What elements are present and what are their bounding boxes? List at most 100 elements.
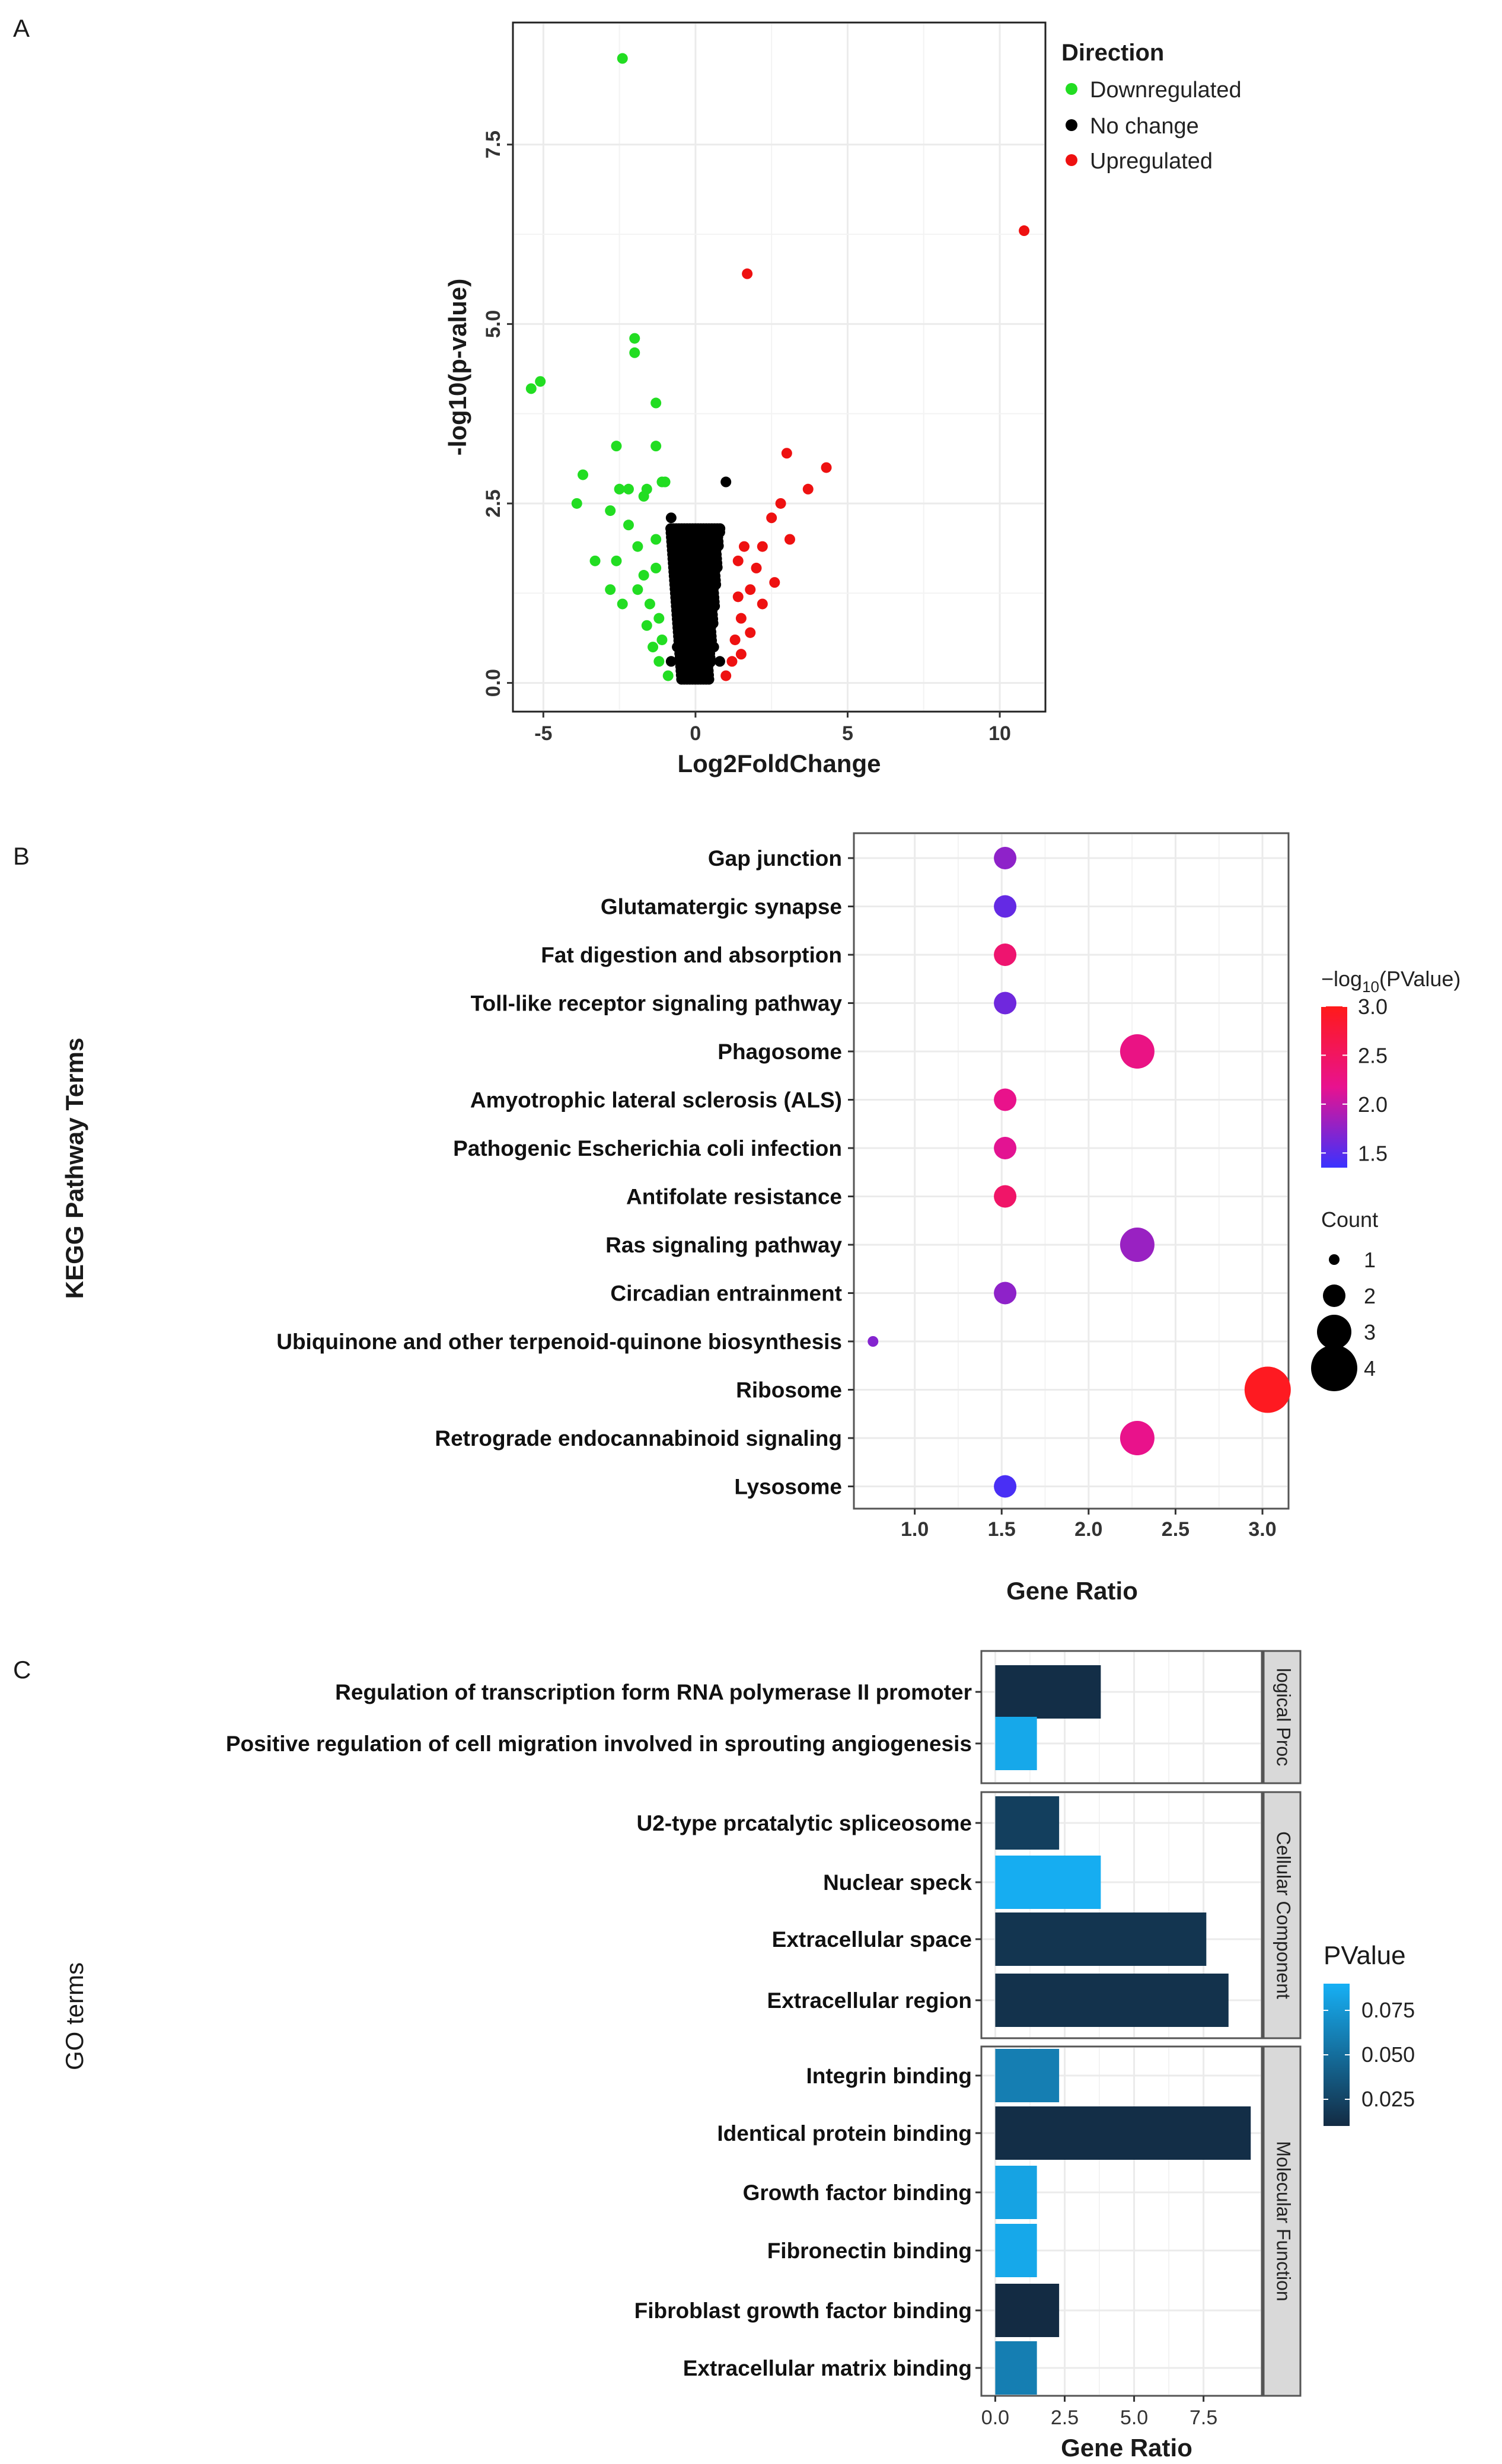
volcano-point-none [684,642,695,653]
go-bar [995,2284,1060,2337]
kegg-dot [1120,1228,1155,1262]
volcano-point-up [745,584,756,595]
go-bar [995,2224,1037,2277]
volcano-point-down [656,634,668,645]
legend-key-no-change [1066,119,1077,131]
kegg-term-label: Phagosome [717,1040,842,1064]
go-bar-chart: logical Proc Regulation of transcription … [60,1650,1415,2462]
volcano-point-none [690,671,701,683]
kegg-dot [994,1088,1017,1111]
volcano-point-down [662,670,674,681]
volcano-point-down [605,584,616,595]
go-term-label: Extracellular matrix binding [683,2356,972,2380]
kegg-term-label: Ribosome [736,1378,842,1402]
go-bar [995,2166,1037,2219]
volcano-point-down [638,570,649,581]
volcano-x-tick-label: 0 [690,722,701,745]
panel-letter-a: A [13,14,30,42]
kegg-color-legend-title: −log10(PValue) [1321,967,1460,996]
volcano-point-up [1019,225,1030,237]
legend-label-downregulated: Downregulated [1090,78,1242,103]
volcano-point-down [653,656,665,667]
kegg-dot [1244,1366,1291,1413]
volcano-point-none [678,598,689,610]
kegg-color-legend-title-sub: 10 [1362,978,1379,996]
panel-letter-c: C [13,1656,31,1684]
kegg-x-tick-label: 1.0 [901,1518,929,1541]
go-term-label: Positive regulation of cell migration in… [226,1732,972,1756]
kegg-dot [1120,1421,1155,1455]
go-color-tick-label: 0.050 [1361,2042,1415,2067]
volcano-point-down [525,383,537,394]
count-legend-label: 3 [1364,1320,1376,1344]
volcano-point-none [714,656,725,667]
kegg-dot [1120,1034,1155,1069]
go-term-label: Integrin binding [806,2064,972,2088]
go-color-tick-label: 0.025 [1361,2087,1415,2111]
volcano-point-none [665,656,677,667]
kegg-color-legend-title-suffix: (PValue) [1379,967,1460,991]
kegg-term-label: Antifolate resistance [626,1185,842,1209]
volcano-point-down [578,469,589,480]
count-legend-key [1323,1284,1345,1307]
go-facet-panel [980,2045,1263,2397]
kegg-term-label: Ras signaling pathway [605,1233,842,1257]
go-bar [995,1912,1207,1966]
count-legend-title: Count [1321,1207,1378,1232]
volcano-grid [514,24,1044,710]
volcano-point-up [726,656,738,667]
volcano-point-down [623,519,634,531]
volcano-point-none [668,534,680,545]
kegg-dot [994,847,1017,869]
volcano-point-down [650,562,662,573]
go-facet: Cellular Component U2-type prcatalytic sp… [637,1791,1302,2039]
volcano-point-down [623,483,634,495]
kegg-term-label: Retrograde endocannabinoid signaling [435,1426,842,1451]
go-color-legend-title: PValue [1324,1941,1406,1970]
volcano-point-up [735,649,747,660]
legend-key-downregulated [1066,83,1077,95]
kegg-x-tick-label: 3.0 [1248,1518,1276,1541]
count-legend-key [1329,1254,1340,1265]
volcano-point-none [678,663,689,674]
go-x-tick-label: 2.5 [1051,2406,1079,2429]
go-term-label: Fibroblast growth factor binding [634,2299,972,2323]
go-facet: Molecular Function Integrin binding Identi… [634,2045,1302,2397]
kegg-color-tick-label: 2.0 [1358,1092,1388,1117]
volcano-point-down [659,476,671,487]
volcano-point-down [535,376,546,387]
kegg-dot [868,1336,879,1347]
go-term-label: Growth factor binding [743,2181,972,2205]
volcano-point-down [617,598,628,610]
volcano-point-none [693,659,704,671]
count-legend-label: 2 [1364,1284,1376,1308]
kegg-color-tick-label: 2.5 [1358,1043,1388,1067]
volcano-point-down [589,555,601,566]
go-term-label: Regulation of transcription form RNA pol… [335,1680,972,1704]
volcano-point-up [757,541,768,552]
kegg-y-axis-title: KEGG Pathway Terms [60,1038,88,1299]
volcano-point-none [705,577,716,588]
kegg-dot [994,1282,1017,1305]
kegg-term-label: Glutamatergic synapse [601,895,842,919]
volcano-y-tick-label: 0.0 [482,669,505,697]
volcano-point-none [681,620,692,631]
kegg-color-tick-label: 1.5 [1358,1141,1388,1165]
volcano-point-up [745,627,756,638]
volcano-y-tick-label: 5.0 [482,310,505,338]
go-facets: logical Proc Regulation of transcription … [226,1650,1302,2397]
volcano-point-down [629,347,640,358]
volcano-plot-area [512,21,1047,713]
go-term-label: Extracellular region [767,1988,972,2013]
count-legend-key [1311,1345,1357,1391]
volcano-x-axis-title: Log2FoldChange [678,750,881,777]
kegg-term-label: Ubiquinone and other terpenoid-quinone b… [276,1330,842,1354]
volcano-point-up [757,598,768,610]
go-y-axis-title: GO terms [60,1962,88,2070]
volcano-point-up [775,498,786,509]
go-facet-label: logical Proc [1273,1668,1294,1766]
volcano-point-down [632,584,643,595]
go-facet-label: Molecular Function [1273,2141,1294,2301]
go-x-axis-title: Gene Ratio [1061,2434,1192,2462]
